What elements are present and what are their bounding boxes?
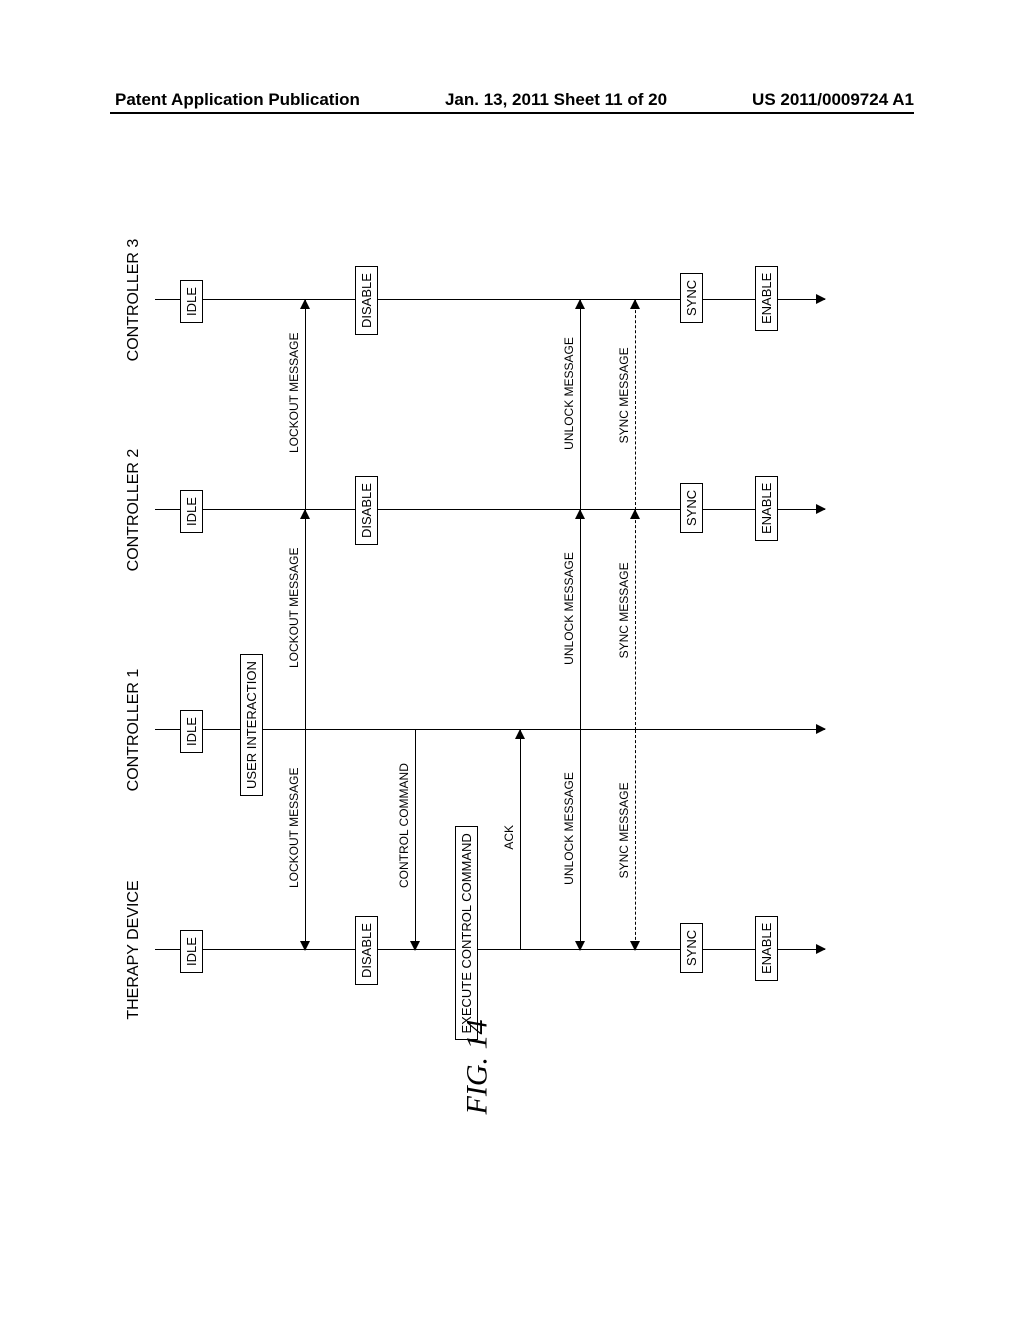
lane-header-c1: CONTROLLER 1 bbox=[125, 660, 143, 800]
state-box: IDLE bbox=[180, 710, 203, 753]
state-box: DISABLE bbox=[355, 476, 378, 545]
message-line bbox=[305, 510, 306, 730]
message-label: UNLOCK MESSAGE bbox=[562, 552, 576, 665]
message-label: SYNC MESSAGE bbox=[617, 782, 631, 878]
arrow-head-icon bbox=[410, 941, 420, 951]
diagram-canvas: THERAPY DEVICE CONTROLLER 1 CONTROLLER 2 CO… bbox=[125, 220, 845, 1040]
state-box: ENABLE bbox=[755, 916, 778, 981]
message-label: LOCKOUT MESSAGE bbox=[287, 548, 301, 668]
arrow-head-icon bbox=[575, 299, 585, 309]
figure-label: FIG. 14 bbox=[460, 1020, 494, 1115]
arrow-head-icon bbox=[630, 509, 640, 519]
arrow-head-icon bbox=[300, 299, 310, 309]
message-label: SYNC MESSAGE bbox=[617, 562, 631, 658]
state-box: SYNC bbox=[680, 923, 703, 973]
message-label: UNLOCK MESSAGE bbox=[562, 337, 576, 450]
arrow-head-icon bbox=[300, 941, 310, 951]
arrow-head-icon bbox=[300, 509, 310, 519]
state-box: IDLE bbox=[180, 930, 203, 973]
arrow-head-icon bbox=[630, 299, 640, 309]
state-box: USER INTERACTION bbox=[240, 654, 263, 796]
header-divider bbox=[110, 112, 914, 114]
state-box: IDLE bbox=[180, 490, 203, 533]
arrow-head-icon bbox=[515, 729, 525, 739]
sequence-diagram: THERAPY DEVICECONTROLLER 1CONTROLLER 2CO… bbox=[75, 270, 895, 990]
message-label: UNLOCK MESSAGE bbox=[562, 772, 576, 885]
state-box: IDLE bbox=[180, 280, 203, 323]
lane-header-c2: CONTROLLER 2 bbox=[125, 440, 143, 580]
lifeline-td bbox=[155, 949, 825, 950]
message-label: SYNC MESSAGE bbox=[617, 347, 631, 443]
state-box: EXECUTE CONTROL COMMAND bbox=[455, 826, 478, 1040]
message-label: ACK bbox=[502, 825, 516, 850]
message-line bbox=[580, 510, 581, 730]
message-label: LOCKOUT MESSAGE bbox=[287, 768, 301, 888]
state-box: DISABLE bbox=[355, 916, 378, 985]
lifeline-c2 bbox=[155, 509, 825, 510]
arrow-head-icon bbox=[575, 509, 585, 519]
lane-header-td: THERAPY DEVICE bbox=[125, 880, 143, 1020]
message-line bbox=[580, 730, 581, 950]
message-line bbox=[580, 300, 581, 510]
message-line bbox=[635, 300, 636, 510]
lane-header-c3: CONTROLLER 3 bbox=[125, 230, 143, 370]
message-line bbox=[305, 300, 306, 510]
lifeline-c3 bbox=[155, 299, 825, 300]
arrow-head-icon bbox=[630, 941, 640, 951]
header-right: US 2011/0009724 A1 bbox=[752, 90, 914, 110]
state-box: ENABLE bbox=[755, 476, 778, 541]
message-label: LOCKOUT MESSAGE bbox=[287, 333, 301, 453]
message-line bbox=[635, 510, 636, 730]
message-line bbox=[305, 730, 306, 950]
state-box: SYNC bbox=[680, 273, 703, 323]
message-line bbox=[520, 730, 521, 950]
header-left: Patent Application Publication bbox=[115, 90, 360, 110]
message-label: CONTROL COMMAND bbox=[397, 763, 411, 888]
arrow-head-icon bbox=[575, 941, 585, 951]
state-box: ENABLE bbox=[755, 266, 778, 331]
message-line bbox=[415, 730, 416, 950]
state-box: SYNC bbox=[680, 483, 703, 533]
page-header: Patent Application Publication Jan. 13, … bbox=[0, 90, 1024, 110]
message-line bbox=[635, 730, 636, 950]
header-center: Jan. 13, 2011 Sheet 11 of 20 bbox=[445, 90, 667, 110]
state-box: DISABLE bbox=[355, 266, 378, 335]
